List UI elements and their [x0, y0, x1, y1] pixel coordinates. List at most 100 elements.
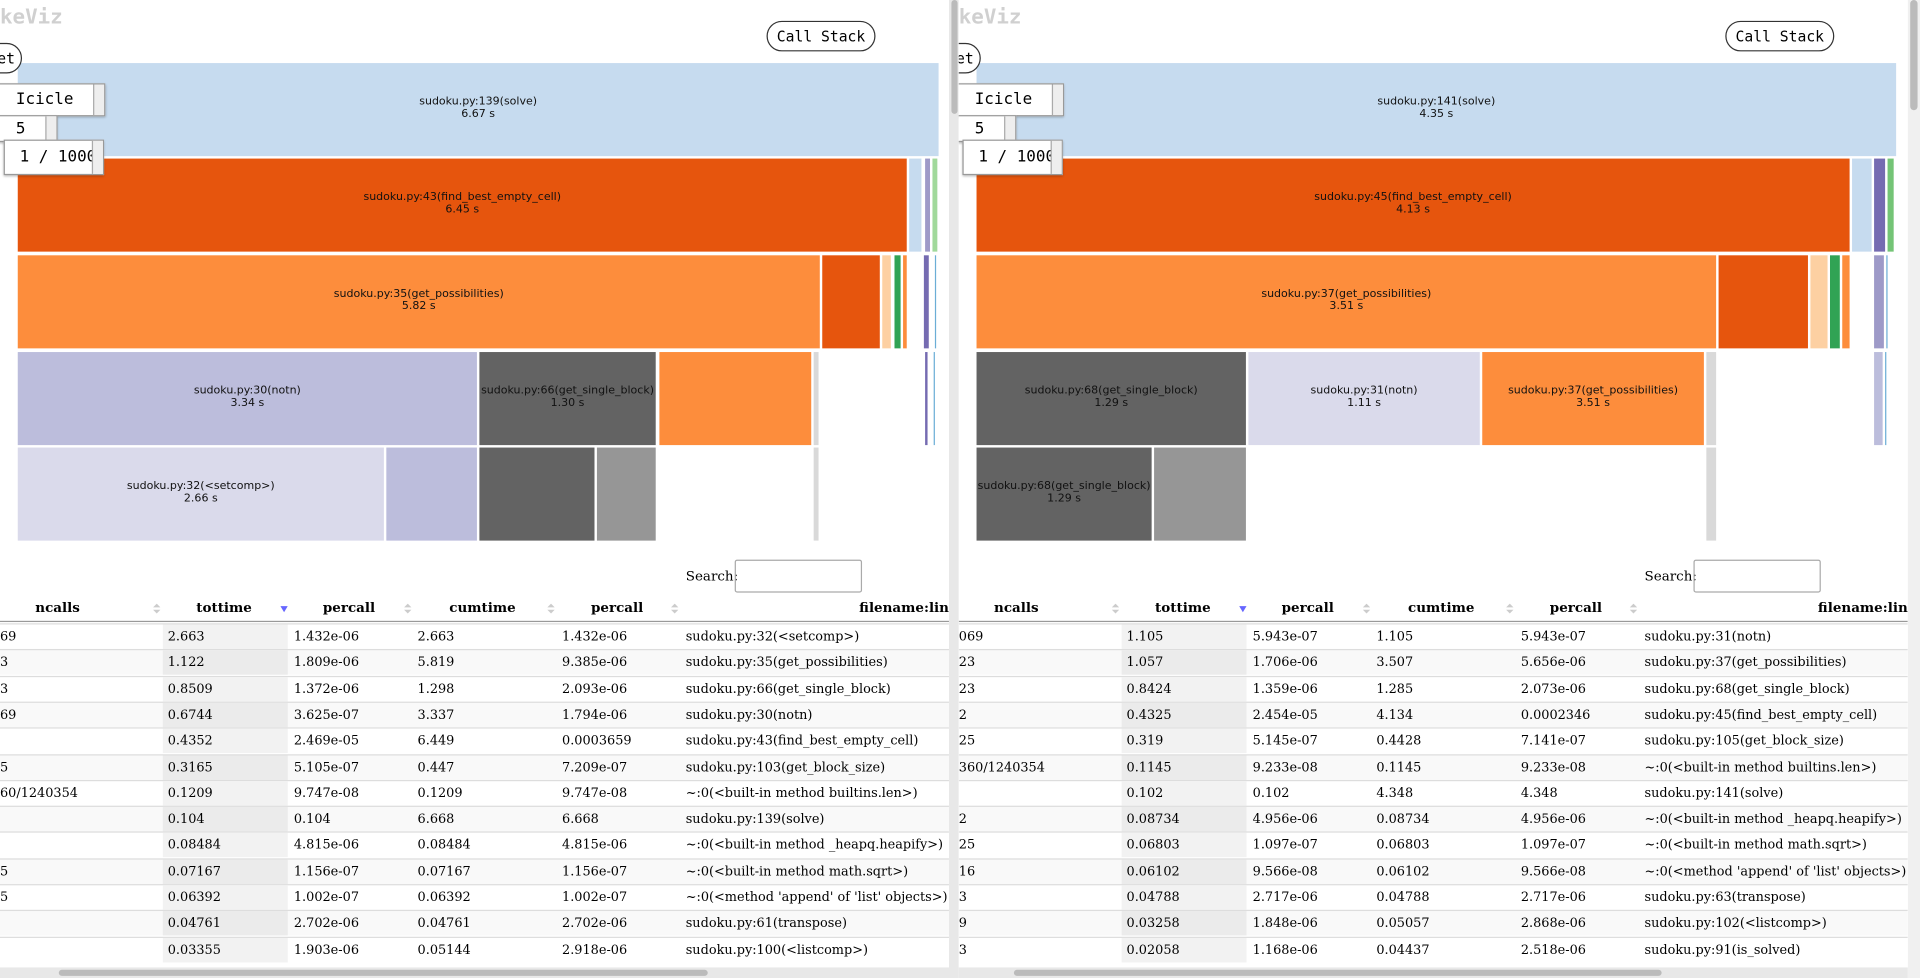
reset-button[interactable]: et	[958, 42, 981, 74]
table-row[interactable]: 3 0.02058 1.168e-06 0.04437 2.518e-06 sudoku.…	[958, 936, 1908, 962]
column-header[interactable]: percall	[1281, 600, 1334, 616]
style-select[interactable]: Icicle	[0, 83, 106, 117]
scroll-thumb[interactable]	[1910, 0, 1918, 111]
icicle-block[interactable]	[881, 254, 893, 350]
table-row[interactable]: 60/1240354 0.1209 9.747e-08 0.1209 9.747e-08…	[0, 779, 949, 806]
scroll-thumb[interactable]	[951, 0, 958, 114]
icicle-block[interactable]	[923, 350, 929, 447]
depth-select[interactable]: 5	[958, 115, 1017, 143]
table-row[interactable]: 2 0.4325 2.454e-05 4.134 0.0002346 sudoku.py:…	[958, 701, 1908, 728]
icicle-block[interactable]	[975, 254, 1718, 350]
icicle-block[interactable]	[975, 61, 1898, 158]
table-row[interactable]: 0.102 0.102 4.348 4.348 sudoku.py:141(solve)	[958, 779, 1908, 806]
sort-icon[interactable]	[153, 603, 161, 614]
column-header[interactable]: tottime	[1155, 600, 1211, 616]
column-header[interactable]: cumtime	[1408, 600, 1475, 616]
icicle-block[interactable]	[16, 446, 386, 542]
sort-icon[interactable]	[404, 603, 412, 614]
icicle-block[interactable]	[1872, 157, 1887, 253]
sort-icon[interactable]	[1362, 603, 1371, 614]
cutoff-select[interactable]: 1 / 1000	[962, 139, 1063, 176]
search-input[interactable]	[1693, 559, 1821, 593]
table-row[interactable]: 0.03355 1.903e-06 0.05144 2.918e-06 sudoku.p…	[0, 936, 949, 962]
call-stack-button[interactable]: Call Stack	[766, 20, 876, 52]
column-header[interactable]: cumtime	[449, 600, 516, 616]
table-row[interactable]: 23 0.8424 1.359e-06 1.285 2.073e-06 sudoku.py…	[958, 675, 1908, 702]
icicle-block[interactable]	[1885, 254, 1889, 350]
icicle-block[interactable]	[1809, 254, 1829, 350]
table-row[interactable]: 0.104 0.104 6.668 6.668 sudoku.py:139(solve)	[0, 805, 949, 832]
icicle-block[interactable]	[893, 254, 902, 350]
table-row[interactable]: 069 1.105 5.943e-07 1.105 5.943e-07 sudoku.py…	[958, 623, 1908, 649]
depth-select[interactable]: 5	[0, 115, 58, 143]
table-row[interactable]: 0.4352 2.469e-05 6.449 0.0003659 sudoku.py:4…	[0, 727, 949, 754]
sort-icon[interactable]	[671, 603, 679, 614]
table-row[interactable]: 5 0.06392 1.002e-07 0.06392 1.002e-07 ~:0(<me…	[0, 884, 949, 910]
table-row[interactable]: 9 0.03258 1.848e-06 0.05057 2.868e-06 sudoku.…	[958, 910, 1908, 936]
sort-icon[interactable]	[547, 603, 555, 614]
table-row[interactable]: 25 0.06803 1.097e-07 0.06803 1.097e-07 ~:0(<b…	[958, 831, 1908, 858]
icicle-block[interactable]	[1886, 157, 1895, 253]
icicle-block[interactable]	[901, 254, 908, 350]
icicle-block[interactable]	[1828, 254, 1842, 350]
icicle-block[interactable]	[812, 446, 820, 542]
icicle-block[interactable]	[975, 157, 1851, 253]
table-row[interactable]: 2 0.08734 4.956e-06 0.08734 4.956e-06 ~:0(<bu…	[958, 805, 1908, 832]
table-row[interactable]: 3 0.04788 2.717e-06 0.04788 2.717e-06 sudoku.…	[958, 884, 1908, 910]
column-header[interactable]: ncalls	[994, 600, 1039, 616]
table-row[interactable]: 3 1.122 1.809e-06 5.819 9.385e-06 sudoku.py:3…	[0, 649, 949, 676]
icicle-block[interactable]	[1850, 157, 1873, 253]
icicle-block[interactable]	[1481, 350, 1706, 447]
icicle-block[interactable]	[1717, 254, 1810, 350]
icicle-block[interactable]	[812, 350, 820, 447]
icicle-block[interactable]	[1152, 446, 1248, 542]
column-header[interactable]: ncalls	[35, 600, 80, 616]
sort-icon[interactable]	[280, 604, 288, 614]
scroll-thumb[interactable]	[1013, 969, 1662, 976]
icicle-block[interactable]	[385, 446, 479, 542]
icicle-block[interactable]	[1883, 350, 1888, 447]
icicle-block[interactable]	[821, 254, 882, 350]
icicle-block[interactable]	[922, 254, 931, 350]
icicle-block[interactable]	[923, 157, 932, 253]
column-header[interactable]: filename:lin	[859, 600, 949, 616]
icicle-block[interactable]	[975, 350, 1248, 447]
column-header[interactable]: filename:lin	[1817, 600, 1908, 616]
icicle-block[interactable]	[478, 350, 657, 447]
icicle-block[interactable]	[931, 157, 939, 253]
column-header[interactable]: tottime	[196, 600, 252, 616]
table-row[interactable]: 0.08484 4.815e-06 0.08484 4.815e-06 ~:0(<bui…	[0, 831, 949, 858]
table-row[interactable]: 3 0.8509 1.372e-06 1.298 2.093e-06 sudoku.py:…	[0, 675, 949, 702]
table-row[interactable]: 5 0.07167 1.156e-07 0.07167 1.156e-07 ~:0(<bu…	[0, 857, 949, 884]
icicle-block[interactable]	[16, 254, 822, 350]
icicle-block[interactable]	[595, 446, 657, 542]
scroll-thumb[interactable]	[58, 969, 708, 976]
icicle-block[interactable]	[16, 350, 479, 447]
icicle-block[interactable]	[1247, 350, 1482, 447]
column-header[interactable]: percall	[1549, 600, 1603, 616]
table-row[interactable]: 69 2.663 1.432e-06 2.663 1.432e-06 sudoku.py:…	[0, 623, 949, 649]
call-stack-button[interactable]: Call Stack	[1725, 20, 1835, 52]
reset-button[interactable]: et	[0, 42, 23, 74]
table-row[interactable]: 69 0.6744 3.625e-07 3.337 1.794e-06 sudoku.py…	[0, 701, 949, 728]
sort-icon[interactable]	[1629, 603, 1638, 614]
style-select[interactable]: Icicle	[958, 83, 1065, 117]
icicle-block[interactable]	[16, 157, 908, 253]
table-row[interactable]: 0.04761 2.702e-06 0.04761 2.702e-06 sudoku.p…	[0, 910, 949, 936]
icicle-block[interactable]	[478, 446, 596, 542]
icicle-block[interactable]	[932, 350, 937, 447]
icicle-block[interactable]	[975, 446, 1153, 542]
icicle-block[interactable]	[1705, 446, 1718, 542]
icicle-block[interactable]	[1872, 254, 1886, 350]
icicle-block[interactable]	[1872, 350, 1884, 447]
cutoff-select[interactable]: 1 / 1000	[3, 139, 105, 176]
sort-icon[interactable]	[1239, 604, 1247, 614]
icicle-block[interactable]	[658, 350, 813, 447]
icicle-block[interactable]	[907, 157, 923, 253]
table-row[interactable]: 16 0.06102 9.566e-08 0.06102 9.566e-08 ~:0(<m…	[958, 857, 1908, 884]
icicle-block[interactable]	[16, 61, 940, 158]
column-header[interactable]: percall	[322, 600, 376, 616]
column-header[interactable]: percall	[591, 600, 644, 616]
table-row[interactable]: 360/1240354 0.1145 9.233e-08 0.1145 9.233e-0…	[958, 753, 1908, 780]
icicle-block[interactable]	[933, 254, 938, 350]
